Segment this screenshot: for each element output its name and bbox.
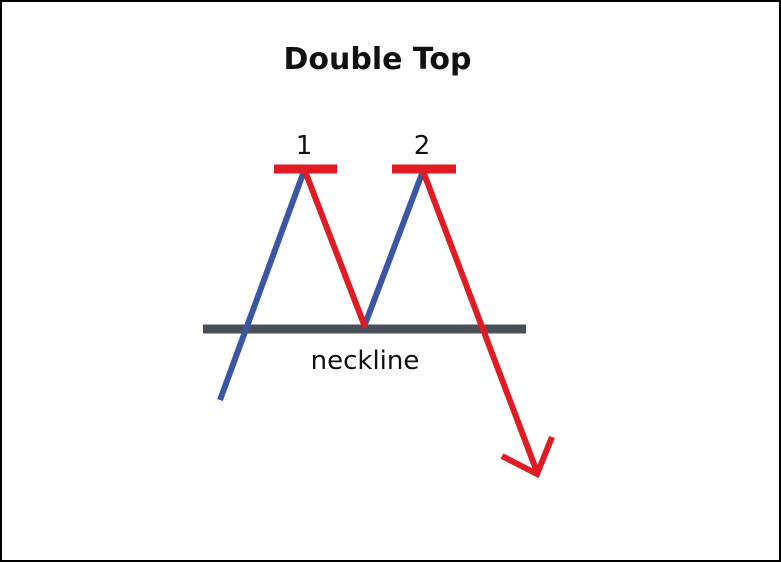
rise-leg-2 [361,169,426,329]
peak-1-label: 1 [296,131,313,161]
neckline-label: neckline [311,346,420,376]
breakdown-arrowhead [500,435,555,479]
peak-2-label: 2 [414,131,431,161]
diagram-title: Double Top [283,42,472,77]
fall-leg-1 [302,169,368,329]
rise-leg-1 [217,169,307,402]
fall-leg-2 [420,169,540,474]
